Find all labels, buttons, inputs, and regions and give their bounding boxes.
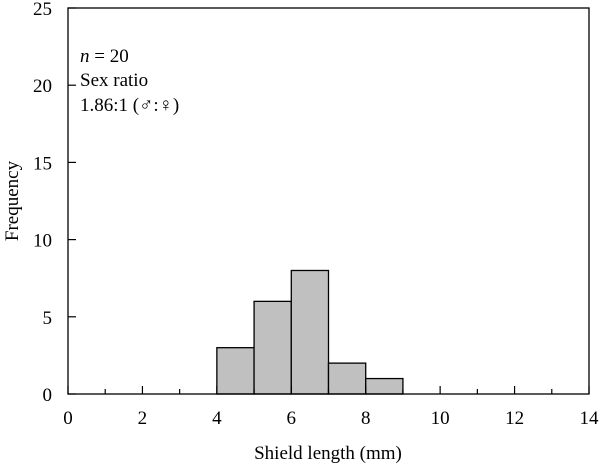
histogram-bar-2: [253, 300, 292, 395]
x-tick-label: 6: [287, 408, 297, 429]
y-tick-label: 15: [33, 153, 52, 174]
x-tick-label: 0: [63, 408, 73, 429]
y-tick-label: 10: [33, 231, 52, 252]
annotation-sample-size: n = 20: [80, 46, 129, 67]
x-tick-label: 8: [361, 408, 371, 429]
histogram-bar-1: [216, 347, 255, 395]
y-axis-label: Frequency: [2, 160, 23, 241]
annotation-n-value: = 20: [90, 46, 129, 67]
annotation-n-symbol: n: [80, 46, 90, 67]
tick-labels-group: 0 2 4 6 8 10 12 14 0 5 10 15 20 25: [33, 0, 599, 429]
histogram-bar-4: [327, 362, 367, 395]
histogram-bar-3: [290, 269, 330, 395]
annotation-sex-ratio-title: Sex ratio: [80, 70, 148, 91]
y-tick-label: 0: [43, 385, 53, 406]
ticks-group: [67, 7, 590, 395]
x-tick-label: 12: [505, 408, 524, 429]
bars-group: [216, 269, 404, 395]
y-tick-label: 5: [43, 308, 53, 329]
x-tick-label: 14: [580, 408, 600, 429]
x-axis-label: Shield length (mm): [254, 443, 402, 464]
x-tick-label: 4: [212, 408, 222, 429]
annotation-sex-ratio-value: 1.86:1 (♂:♀): [80, 95, 179, 116]
y-tick-label: 25: [33, 0, 52, 20]
x-tick-label: 10: [431, 408, 450, 429]
x-tick-label: 2: [138, 408, 148, 429]
histogram-bar-5: [365, 377, 404, 395]
y-tick-label: 20: [33, 76, 52, 97]
